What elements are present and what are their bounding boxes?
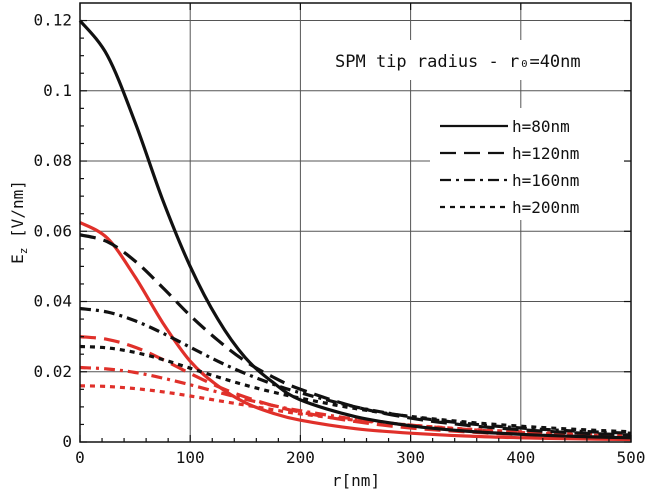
legend-label: h=160nm — [512, 171, 579, 190]
y-axis-label-main: E — [8, 254, 27, 264]
x-tick-label: 0 — [75, 448, 85, 467]
plot-frame — [79, 2, 632, 443]
axis-ticks — [79, 3, 632, 443]
y-tick-label: 0 — [62, 432, 72, 451]
x-tick-label: 500 — [617, 448, 646, 467]
x-axis-label: r[nm] — [332, 471, 380, 490]
y-axis-label: Ez [V/nm] — [8, 180, 30, 264]
series-line-red-short-dash — [79, 384, 632, 437]
series-line-black-short-dash — [79, 344, 632, 434]
y-axis-label-unit: [V/nm] — [8, 180, 27, 247]
x-tick-label: 400 — [506, 448, 535, 467]
y-tick-label: 0.04 — [33, 292, 72, 311]
series-group — [78, 19, 632, 442]
x-tick-label: 200 — [286, 448, 315, 467]
y-tick-label: 0.1 — [43, 81, 72, 100]
y-tick-label: 0.08 — [33, 151, 72, 170]
y-tick-label: 0.12 — [33, 11, 72, 30]
legend: h=80nm h=120nm h=160nm h=200nm — [430, 108, 625, 220]
y-axis-label-subscript: z — [17, 248, 30, 255]
series-line-black-solid — [78, 19, 632, 440]
x-tick-label: 100 — [176, 448, 205, 467]
chart-annotation: SPM tip radius - r₀=40nm — [335, 52, 581, 72]
legend-label: h=200nm — [512, 198, 579, 217]
series-line-red-dash-dot — [79, 365, 632, 438]
series-line-black-dash-dot — [79, 306, 632, 435]
legend-label: h=80nm — [512, 117, 570, 136]
tick-labels: 0 100 200 300 400 500 0 0.02 0.04 0.06 0.08 0.1 0.12 — [33, 11, 645, 467]
series-line-black-long-dash — [79, 233, 632, 437]
y-tick-label: 0.06 — [33, 221, 72, 240]
series-line-red-long-dash — [79, 335, 632, 440]
x-tick-label: 300 — [396, 448, 425, 467]
annotation-background — [318, 40, 626, 80]
legend-label: h=120nm — [512, 144, 579, 163]
series-line-red-solid — [79, 221, 632, 442]
y-tick-label: 0.02 — [33, 362, 72, 381]
